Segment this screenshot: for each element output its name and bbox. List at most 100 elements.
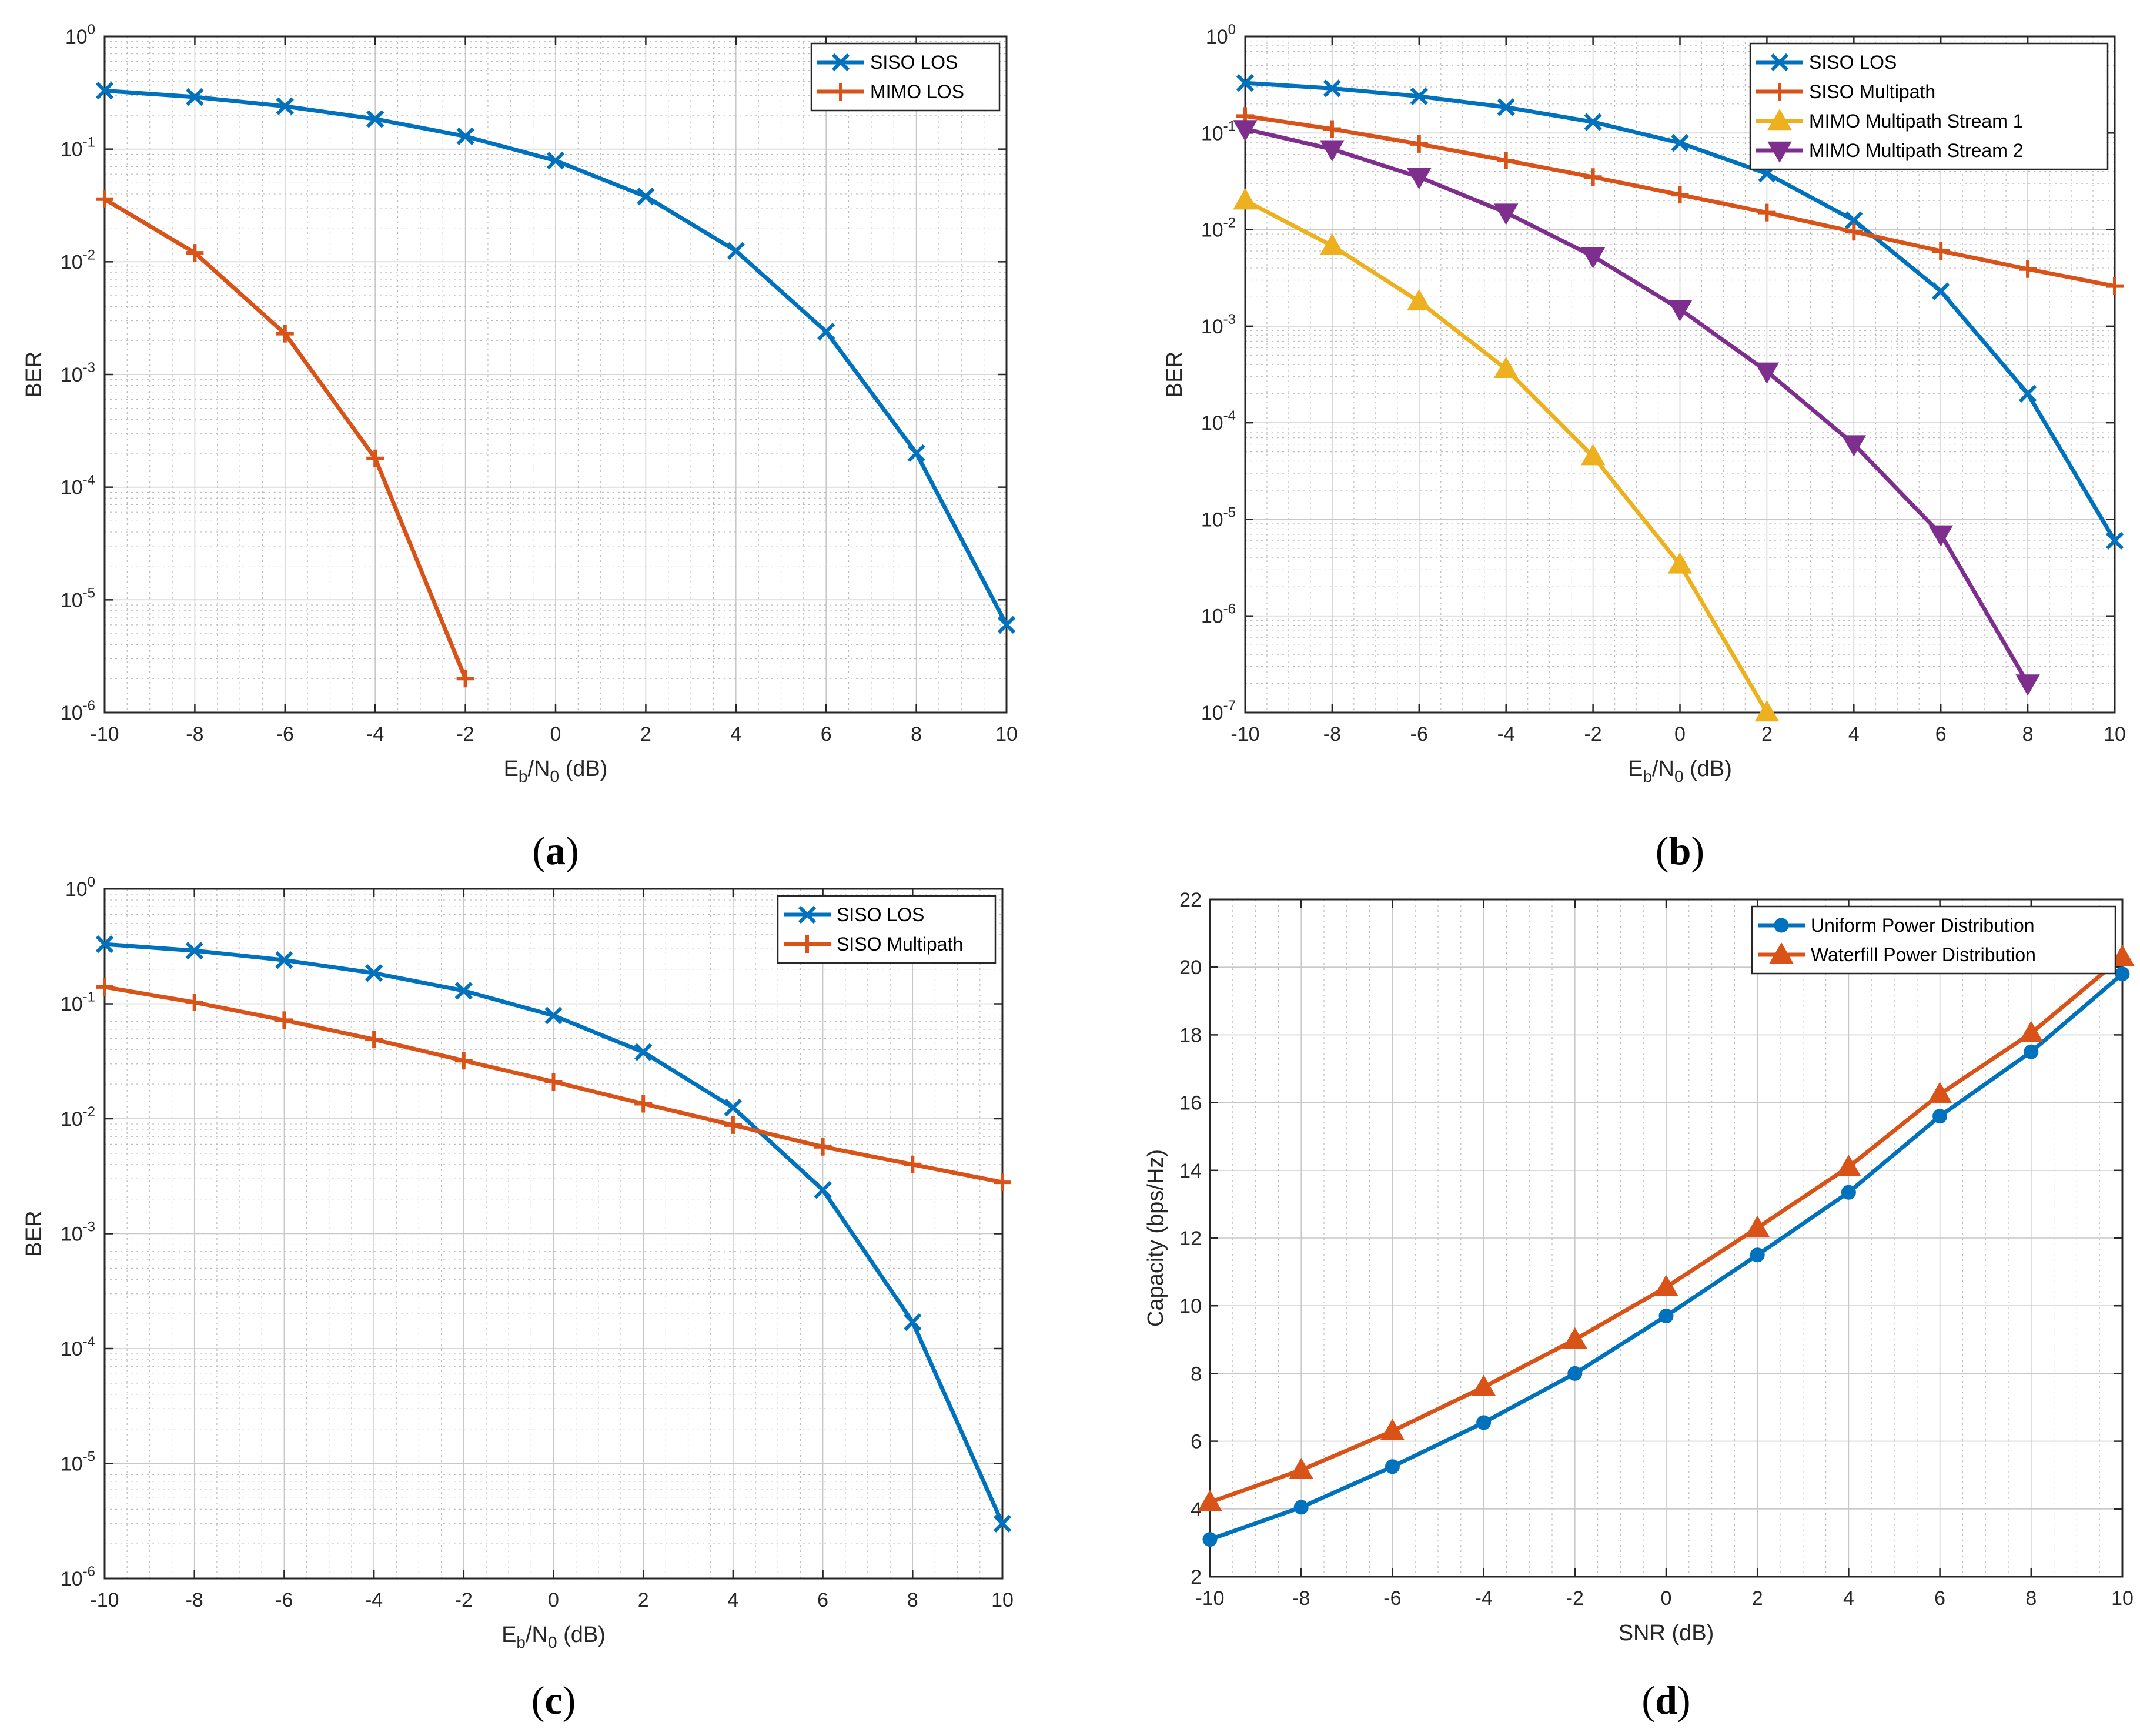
- data-point: [275, 1011, 293, 1029]
- y-tick-label: 100: [65, 22, 95, 48]
- x-tick-label: 4: [1843, 1587, 1854, 1610]
- x-tick-label: -10: [1230, 723, 1259, 745]
- series-line: [1245, 127, 2030, 685]
- data-point: [1841, 1185, 1856, 1200]
- data-point: [1845, 223, 1863, 241]
- data-point: [1289, 1457, 1313, 1479]
- legend-a: SISO LOS MIMO LOS: [810, 42, 1001, 112]
- y-tick-label: 10-6: [61, 698, 95, 724]
- y-axis-c: 10-6 10-5 10-4 10-3 10-2 10-1 100: [61, 874, 1002, 1590]
- data-point: [1407, 289, 1432, 311]
- data-point: [1584, 168, 1602, 186]
- legend-marker: [1770, 53, 1789, 72]
- legend-marker: [1769, 942, 1794, 964]
- series-siso-multipath: [96, 978, 1011, 1192]
- data-point: [1233, 120, 1258, 142]
- data-point: [1323, 79, 1342, 98]
- x-tick-label: -6: [276, 723, 294, 745]
- y-tick-label: 10: [1179, 1295, 1202, 1317]
- x-tick-label: -10: [90, 723, 119, 745]
- x-tick-label: -8: [186, 723, 203, 745]
- legend-entry-label: SISO LOS: [870, 52, 958, 73]
- y-tick-label: 10-2: [61, 1104, 95, 1130]
- data-point: [1584, 113, 1602, 131]
- chart-panel-a: -10 -8 -6 -4 -2 0 2 4 6 8 1010-610-510-410-310-210…: [22, 22, 1018, 785]
- legend-entry-label: Waterfill Power Distribution: [1811, 944, 2036, 965]
- data-point: [1671, 133, 1689, 152]
- x-tick-label: -4: [1474, 1587, 1492, 1610]
- x-tick-label: -8: [1323, 723, 1341, 745]
- x-tick-label: 4: [727, 1589, 738, 1611]
- x-tick-label: -2: [456, 723, 474, 745]
- data-point: [1410, 135, 1428, 153]
- y-tick-label: 10-3: [61, 1219, 95, 1246]
- data-point: [817, 323, 835, 341]
- data-point: [907, 444, 925, 463]
- data-point: [2110, 944, 2135, 966]
- data-point: [1323, 120, 1341, 138]
- x-tick-label: -4: [366, 723, 384, 745]
- series-siso-los: [95, 935, 1012, 1533]
- legend-box: [1751, 905, 2116, 975]
- plot-frame: [1244, 35, 2116, 714]
- x-tick-label: 6: [1934, 1587, 1945, 1610]
- data-point: [276, 97, 294, 115]
- data-point: [185, 941, 203, 960]
- data-point: [1841, 435, 1867, 457]
- plot-frame: [103, 35, 1008, 714]
- data-point: [2105, 531, 2124, 550]
- legend-c: SISO LOS SISO Multipath: [777, 895, 997, 964]
- x-tick-label: 4: [1848, 723, 1860, 745]
- x-tick-label: 8: [2025, 1587, 2037, 1610]
- legend-entry-label: SISO Multipath: [837, 934, 963, 955]
- data-point: [454, 1052, 473, 1070]
- data-point: [1654, 1275, 1678, 1296]
- y-tick-label: 18: [1179, 1024, 1202, 1046]
- y-tick-label: 4: [1191, 1498, 1202, 1521]
- data-point: [2115, 966, 2130, 982]
- data-point: [1385, 1459, 1400, 1474]
- data-point: [1580, 247, 1606, 269]
- data-point: [1758, 203, 1776, 222]
- data-point: [1754, 362, 1780, 384]
- data-point: [634, 1095, 653, 1113]
- series-mimo-multipath-stream-2: [1233, 120, 2040, 696]
- y-tick-label: 10-4: [1201, 408, 1236, 434]
- data-point: [1471, 1374, 1496, 1396]
- legend-marker: [1771, 83, 1788, 101]
- legend-entry-label: SISO LOS: [1809, 52, 1897, 73]
- legend-marker: [832, 83, 850, 101]
- x-tick-label: 8: [907, 1589, 918, 1611]
- x-axis-b: -10 -8 -6 -4 -2 0 2 4 6 8 10: [1230, 36, 2126, 745]
- x-tick-label: -6: [275, 1589, 293, 1611]
- x-tick-label: 2: [638, 1589, 649, 1611]
- data-point: [1293, 1500, 1309, 1515]
- y-tick-label: 100: [1206, 22, 1236, 48]
- x-tick-label: 0: [1661, 1587, 1672, 1610]
- data-point: [1667, 552, 1693, 574]
- y-tick-label: 10-6: [1201, 601, 1236, 628]
- data-point: [456, 127, 474, 145]
- legend-box: [1749, 42, 2109, 170]
- data-point: [456, 670, 474, 688]
- series-mimo-los: [96, 190, 474, 688]
- data-point: [1580, 444, 1606, 466]
- data-point: [1845, 211, 1863, 229]
- x-tick-label: -2: [1584, 723, 1601, 745]
- legend-marker: [798, 935, 816, 953]
- data-point: [1658, 1308, 1674, 1323]
- grid-d: [1209, 899, 2123, 1577]
- data-point: [1754, 700, 1780, 722]
- data-point: [186, 88, 204, 106]
- x-tick-label: -10: [1195, 1587, 1224, 1610]
- x-tick-label: 0: [548, 1589, 559, 1611]
- data-point: [1493, 356, 1519, 379]
- legend-marker: [1774, 918, 1789, 933]
- x-tick-label: -2: [1566, 1587, 1584, 1610]
- data-point: [1410, 87, 1428, 105]
- data-point: [1932, 1109, 1948, 1124]
- data-point: [1320, 233, 1345, 255]
- x-tick-label: 10: [991, 1589, 1014, 1611]
- legend-entry-label: MIMO Multipath Stream 1: [1809, 111, 2024, 132]
- data-point: [727, 242, 745, 260]
